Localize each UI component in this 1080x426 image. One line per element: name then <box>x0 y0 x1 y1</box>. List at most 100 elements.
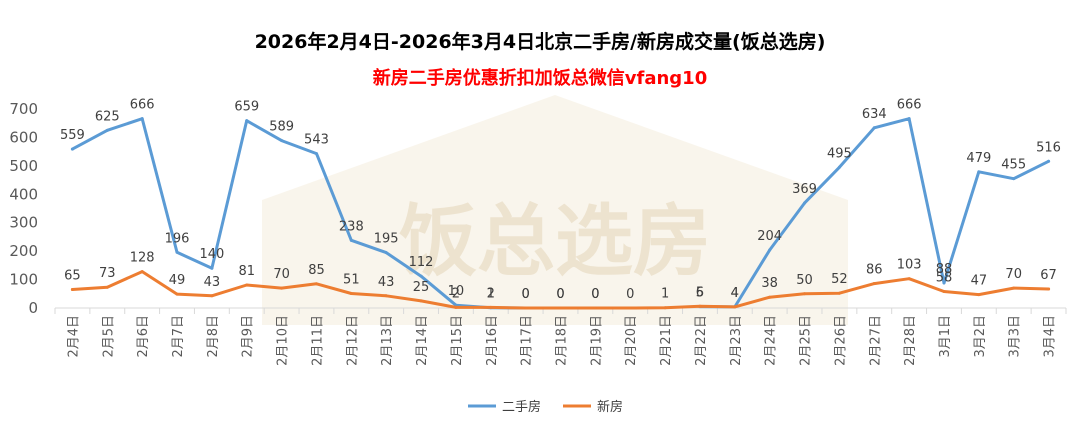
y-tick-label: 400 <box>9 185 38 203</box>
data-label: 666 <box>130 98 155 113</box>
series-0-point <box>175 250 179 254</box>
data-label: 4 <box>731 286 739 301</box>
series-1-point <box>245 283 249 287</box>
data-label: 73 <box>99 266 116 281</box>
y-tick-label: 700 <box>9 100 38 118</box>
data-label: 196 <box>165 231 190 246</box>
series-0-point <box>105 128 109 132</box>
data-label: 47 <box>971 274 988 289</box>
x-tick-label: 3月1日 <box>938 315 953 358</box>
series-0-point <box>70 147 74 151</box>
x-tick-label: 3月2日 <box>973 315 988 358</box>
y-tick-label: 300 <box>9 214 38 232</box>
data-label: 369 <box>792 182 817 197</box>
chart-subtitle: 新房二手房优惠折扣加饭总微信vfang10 <box>373 67 707 89</box>
x-tick-label: 2月11日 <box>310 315 325 366</box>
series-1-point <box>175 292 179 296</box>
series-1-point <box>698 304 702 308</box>
y-axis: 0 100 200 300 400 500 600 700 <box>9 100 38 317</box>
data-label: 43 <box>204 275 221 290</box>
x-tick-label: 2月17日 <box>520 315 535 366</box>
x-tick-label: 2月4日 <box>66 315 81 358</box>
data-label: 49 <box>169 273 186 288</box>
y-tick-label: 0 <box>28 299 38 317</box>
series-layer <box>70 117 1051 310</box>
data-label: 50 <box>796 273 813 288</box>
x-tick-label: 2月21日 <box>659 315 674 366</box>
series-0-point <box>803 201 807 205</box>
series-1-point <box>280 286 284 290</box>
data-label: 88 <box>936 262 953 277</box>
data-label: 559 <box>60 128 85 143</box>
data-label: 455 <box>1001 158 1026 173</box>
data-label: 58 <box>936 271 953 286</box>
data-label: 10 <box>448 284 465 299</box>
data-label: 70 <box>1005 267 1022 282</box>
series-0-point <box>245 119 249 123</box>
chart-title: 2026年2月4日-2026年3月4日北京二手房/新房成交量(饭总选房) <box>255 30 826 53</box>
data-label: 52 <box>831 272 848 287</box>
series-1-point <box>419 299 423 303</box>
y-tick-label: 600 <box>9 128 38 146</box>
series-1-point <box>140 270 144 274</box>
series-0-point <box>1012 177 1016 181</box>
series-0-point <box>140 117 144 121</box>
series-1-point <box>70 288 74 292</box>
data-label: 625 <box>95 109 120 124</box>
series-0-point <box>872 126 876 130</box>
data-label: 1 <box>661 287 669 302</box>
x-tick-label: 2月12日 <box>345 315 360 366</box>
data-label: 589 <box>269 120 294 135</box>
x-tick-label: 3月4日 <box>1043 315 1058 358</box>
x-tick-label: 2月23日 <box>729 315 744 366</box>
data-label: 0 <box>591 287 599 302</box>
data-label: 0 <box>556 287 564 302</box>
series-0-point <box>419 274 423 278</box>
x-tick-label: 2月16日 <box>485 315 500 366</box>
series-1-point <box>105 285 109 289</box>
series-1-point <box>803 292 807 296</box>
x-tick-label: 2月28日 <box>903 315 918 366</box>
y-tick-label: 100 <box>9 271 38 289</box>
data-label: 6 <box>696 285 704 300</box>
series-1-point <box>1047 287 1051 291</box>
x-tick-label: 2月22日 <box>694 315 709 366</box>
data-label: 0 <box>521 287 529 302</box>
series-1-point <box>524 306 528 310</box>
x-tick-label: 2月24日 <box>764 315 779 366</box>
data-label: 479 <box>966 151 991 166</box>
data-label: 634 <box>862 107 887 122</box>
data-label: 495 <box>827 146 852 161</box>
data-label: 25 <box>413 280 430 295</box>
data-label: 4 <box>731 286 739 301</box>
series-1-point <box>977 293 981 297</box>
data-label: 38 <box>761 276 778 291</box>
series-0-point <box>768 248 772 252</box>
series-1-point <box>559 306 562 310</box>
data-label: 195 <box>374 232 399 247</box>
watermark-text: 饭总选房 <box>399 197 711 287</box>
data-label: 65 <box>64 269 81 284</box>
series-1-point <box>872 282 876 286</box>
series-1-point <box>314 282 318 286</box>
x-tick-label: 2月6日 <box>136 315 151 358</box>
series-0-point <box>942 281 946 285</box>
x-tick-label: 2月20日 <box>624 315 639 366</box>
data-label: 1 <box>487 287 495 302</box>
x-tick-label: 2月27日 <box>868 315 883 366</box>
series-1-point <box>942 290 946 294</box>
data-label: 51 <box>343 273 360 288</box>
data-label: 2 <box>452 286 460 301</box>
x-tick-label: 2月15日 <box>450 315 465 366</box>
x-tick-label: 2月10日 <box>276 315 291 366</box>
series-1-point <box>210 294 214 298</box>
x-tick-label: 2月13日 <box>380 315 395 366</box>
data-label: 238 <box>339 219 364 234</box>
x-tick-label: 2月26日 <box>833 315 848 366</box>
series-1-point <box>384 294 388 298</box>
data-label: 81 <box>238 264 255 279</box>
x-tick-label: 2月14日 <box>415 315 430 366</box>
data-label: 0 <box>591 287 599 302</box>
series-1-point <box>837 291 841 295</box>
